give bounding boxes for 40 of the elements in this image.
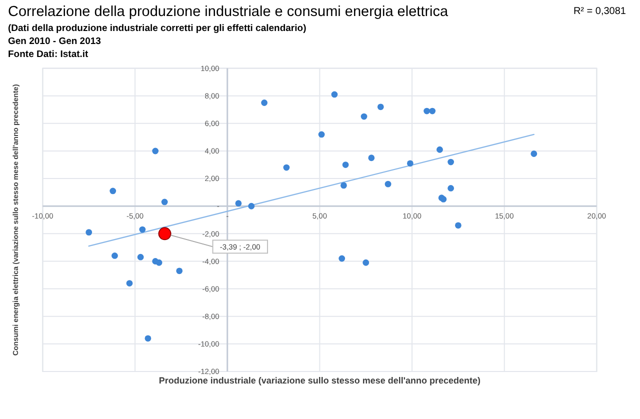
point bbox=[362, 259, 370, 266]
point bbox=[448, 185, 454, 192]
point bbox=[455, 222, 462, 229]
point bbox=[161, 198, 168, 206]
point bbox=[340, 182, 347, 189]
point bbox=[126, 280, 133, 286]
point bbox=[448, 158, 454, 166]
point bbox=[429, 108, 436, 114]
point bbox=[318, 131, 325, 138]
text: Gen 2010 - Gen 2013 bbox=[8, 36, 101, 47]
point bbox=[248, 202, 255, 210]
point bbox=[360, 113, 368, 120]
point bbox=[110, 188, 116, 194]
point bbox=[406, 160, 414, 167]
point bbox=[144, 335, 152, 342]
source-note: Fonte Dati: Istat.it bbox=[8, 49, 90, 60]
point bbox=[158, 227, 172, 240]
point bbox=[424, 108, 430, 114]
point bbox=[331, 91, 338, 98]
point bbox=[152, 148, 159, 154]
point bbox=[235, 200, 242, 207]
point bbox=[283, 164, 290, 171]
point bbox=[137, 254, 144, 260]
chart-subtitle: (Dati della produzione industriale corretti per gli effetti calendario) bbox=[8, 23, 306, 34]
point bbox=[156, 259, 162, 266]
point bbox=[368, 154, 375, 162]
text: R² = 0,3081 bbox=[573, 6, 626, 17]
point bbox=[436, 146, 443, 153]
point bbox=[86, 229, 92, 236]
chart-title: Correlazione della produzione industriale e consumi energia elettrica bbox=[8, 4, 450, 20]
point bbox=[176, 268, 183, 274]
point bbox=[338, 255, 346, 262]
point bbox=[112, 252, 118, 259]
point bbox=[139, 226, 146, 233]
point bbox=[261, 100, 268, 106]
x-axis-title: Produzione industriale (variazione sullo stesso mese dell'anno precedente) bbox=[158, 376, 481, 386]
point bbox=[530, 150, 538, 157]
point bbox=[377, 104, 384, 110]
point bbox=[384, 180, 392, 188]
point bbox=[342, 162, 349, 168]
